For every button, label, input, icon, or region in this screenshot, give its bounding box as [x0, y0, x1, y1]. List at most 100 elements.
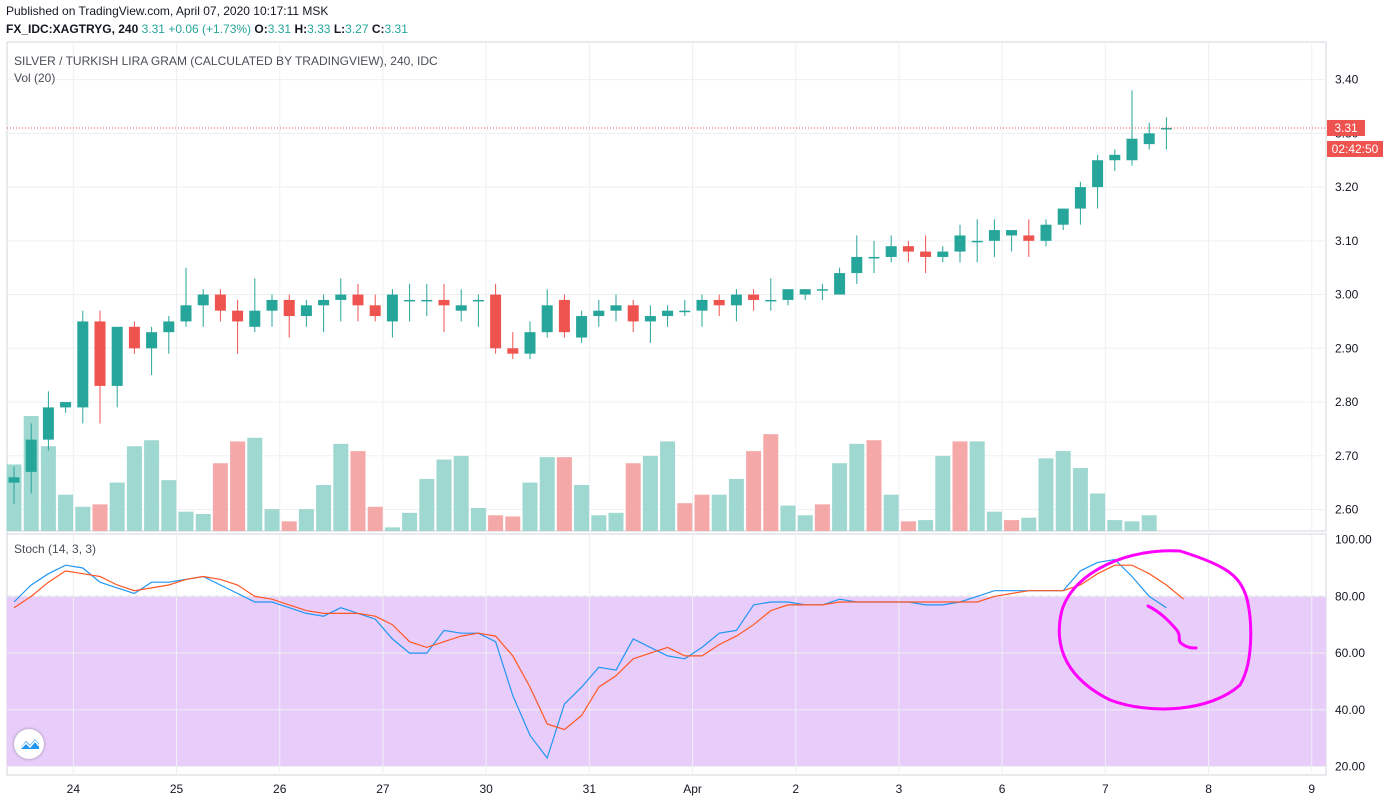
volume-bar — [849, 443, 865, 531]
time-tick-label: 2 — [792, 782, 799, 796]
candle-body — [60, 402, 72, 408]
volume-bar — [1004, 520, 1020, 531]
open-label: O: — [254, 22, 268, 36]
volume-bar — [797, 515, 813, 531]
candle-body — [593, 310, 605, 317]
price-tick-label: 2.90 — [1335, 341, 1359, 355]
volume-bar — [711, 494, 727, 531]
candle-body — [214, 294, 226, 311]
stoch-band — [7, 596, 1326, 767]
volume-bar — [316, 485, 332, 531]
candle-body — [197, 294, 209, 306]
time-tick-label: 30 — [479, 782, 493, 796]
volume-bar — [694, 494, 710, 531]
volume-bar — [866, 440, 882, 531]
price-tick-label: 2.80 — [1335, 395, 1359, 409]
volume-bar — [75, 506, 91, 531]
candle-body — [1160, 127, 1172, 130]
candle-body — [524, 332, 536, 354]
volume-bar — [58, 494, 74, 531]
close-label: C: — [371, 22, 385, 36]
volume-bar — [505, 516, 521, 531]
candle-body — [576, 316, 588, 338]
candle-body — [472, 299, 484, 302]
annotation-stroke — [1146, 604, 1198, 650]
candle-body — [507, 348, 519, 354]
candle-body — [283, 299, 295, 317]
time-tick-label: 7 — [1102, 782, 1109, 796]
stoch-tick-label: 100.00 — [1335, 533, 1372, 547]
volume-bar — [367, 506, 383, 531]
volume-bar — [109, 482, 125, 531]
candle-body — [438, 299, 450, 306]
candle-body — [490, 294, 502, 349]
tradingview-logo-icon — [19, 739, 40, 750]
candle-body — [77, 321, 89, 408]
high-label: H: — [294, 22, 308, 36]
candle-body — [300, 305, 312, 317]
candle-body — [421, 299, 433, 302]
volume-bar — [642, 455, 658, 531]
volume-bar — [436, 459, 452, 531]
volume-bar — [746, 451, 762, 531]
candle-body — [94, 321, 106, 386]
volume-bar — [728, 478, 744, 531]
candle-body — [868, 256, 880, 259]
candle-body — [249, 310, 261, 327]
candle-body — [42, 407, 54, 440]
stoch-tick-label: 20.00 — [1335, 759, 1365, 773]
volume-bar — [900, 521, 916, 531]
time-tick-label: 9 — [1308, 782, 1315, 796]
time-tick-label: 3 — [896, 782, 903, 796]
candle-body — [748, 294, 760, 300]
tradingview-logo[interactable] — [14, 729, 44, 759]
stoch-tick-label: 80.00 — [1335, 589, 1365, 603]
volume-bar — [969, 441, 985, 531]
candle-body — [730, 294, 742, 306]
volume-bar — [1055, 451, 1071, 531]
stoch-k-line — [13, 558, 1167, 760]
volume-bar — [212, 463, 228, 531]
symbol-ohlc-line: FX_IDC:XAGTRYG, 240 3.31 +0.06 (+1.73%) … — [6, 22, 408, 36]
volume-bar — [883, 494, 899, 531]
time-tick-label: Apr — [683, 782, 702, 796]
candle-body — [851, 256, 863, 274]
candle-body — [954, 235, 966, 252]
candle-body — [885, 246, 897, 257]
volume-bar — [591, 515, 607, 531]
stoch-tick-label: 60.00 — [1335, 646, 1365, 660]
volume-bar — [608, 512, 624, 531]
stoch-d-line — [13, 564, 1184, 731]
candle-body — [765, 299, 777, 302]
stoch-tick-label: 40.00 — [1335, 703, 1365, 717]
volume-bar — [935, 455, 951, 531]
low-label: L: — [333, 22, 346, 36]
volume-bar — [814, 504, 830, 531]
volume-bar — [832, 463, 848, 531]
volume-bar — [178, 511, 194, 531]
price-tick-label: 3.10 — [1335, 234, 1359, 248]
volume-bar — [126, 446, 142, 531]
volume-bar — [470, 508, 486, 531]
volume-bar — [161, 480, 177, 531]
price-tick-label: 3.20 — [1335, 180, 1359, 194]
candle-body — [713, 299, 725, 306]
candle-body — [627, 305, 639, 322]
published-credit: Published on TradingView.com, April 07, … — [6, 4, 329, 18]
candle-body — [1006, 230, 1018, 236]
price-tick-label: 3.00 — [1335, 288, 1359, 302]
symbol-label[interactable]: FX_IDC:XAGTRYG, 240 — [6, 22, 139, 36]
volume-bar — [986, 511, 1002, 531]
volume-bar — [625, 463, 641, 531]
countdown-tag — [1327, 140, 1383, 157]
candle-body — [1057, 208, 1069, 225]
volume-bar — [1141, 515, 1157, 531]
candle-body — [128, 326, 140, 349]
candle-body — [335, 294, 347, 300]
candle-body — [644, 316, 656, 322]
volume-bar — [40, 446, 56, 531]
countdown-tag-text: 02:42:50 — [1332, 142, 1379, 156]
candle-body — [782, 289, 794, 300]
candle-body — [1126, 138, 1138, 161]
